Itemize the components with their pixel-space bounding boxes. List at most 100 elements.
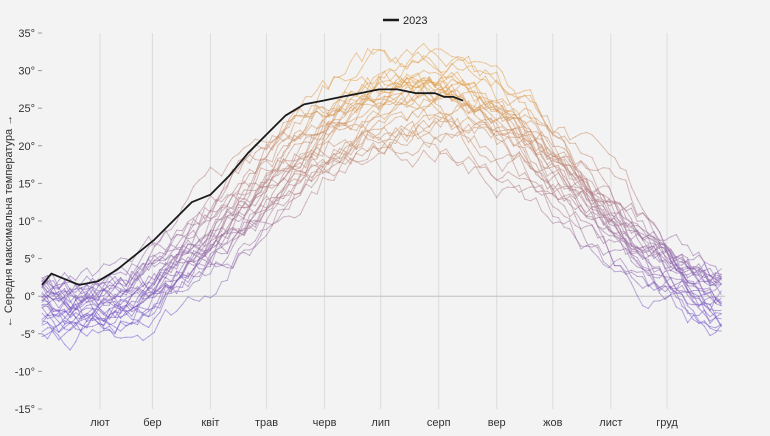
historical-segment: [508, 86, 514, 90]
historical-segment: [334, 143, 340, 146]
historical-segment: [356, 53, 362, 61]
historical-segment: [278, 211, 284, 220]
historical-segment: [65, 344, 71, 350]
historical-segment: [592, 158, 598, 170]
historical-segment: [312, 90, 318, 97]
historical-segment: [317, 141, 323, 157]
historical-segment: [553, 207, 559, 210]
historical-segment: [643, 306, 649, 309]
historical-segment: [244, 219, 250, 222]
historical-segment: [581, 226, 587, 229]
historical-segment: [317, 178, 323, 195]
historical-segment: [199, 176, 205, 180]
historical-segment: [81, 268, 87, 272]
historical-segment: [693, 267, 699, 268]
historical-segment: [340, 78, 346, 81]
historical-segment: [300, 203, 306, 215]
historical-segment: [648, 219, 654, 232]
historical-segment: [587, 155, 593, 158]
historical-segment: [519, 96, 525, 97]
historical-segment: [115, 272, 121, 274]
historical-segment: [603, 236, 609, 252]
historical-segment: [559, 146, 565, 148]
historical-segment: [710, 333, 716, 336]
historical-segment: [222, 253, 228, 254]
historical-segment: [424, 130, 430, 132]
historical-segment: [182, 297, 188, 305]
historical-segment: [603, 251, 609, 255]
historical-segment: [424, 70, 430, 73]
historical-segment: [480, 174, 486, 182]
series-line-2023: [42, 89, 463, 285]
y-tick-label: 30°: [18, 66, 35, 78]
historical-segment: [261, 144, 267, 159]
historical-segment: [87, 315, 93, 316]
historical-segment: [631, 253, 637, 254]
historical-segment: [87, 309, 93, 314]
historical-segment: [177, 305, 183, 312]
historical-segment: [581, 153, 587, 155]
historical-segment: [340, 125, 346, 126]
historical-segment: [491, 188, 497, 198]
historical-segment: [334, 162, 340, 165]
historical-segment: [435, 104, 441, 107]
historical-segment: [553, 143, 559, 155]
historical-segment: [631, 283, 637, 295]
historical-segment: [132, 301, 138, 302]
historical-segment: [345, 80, 351, 91]
historical-segment: [379, 121, 385, 123]
historical-segment: [143, 237, 149, 246]
historical-segment: [716, 291, 722, 299]
historical-segment: [194, 253, 200, 254]
historical-segment: [182, 290, 188, 292]
historical-segment: [306, 136, 312, 138]
historical-segment: [441, 153, 447, 154]
historical-segment: [424, 59, 430, 64]
historical-segment: [570, 137, 576, 140]
historical-segment: [222, 247, 228, 253]
historical-segment: [486, 157, 492, 162]
historical-segment: [166, 251, 172, 252]
historical-segment: [429, 143, 435, 144]
historical-segment: [362, 112, 368, 117]
historical-segment: [716, 314, 722, 317]
historical-segment: [396, 112, 402, 114]
historical-segment: [519, 147, 525, 148]
historical-segment: [143, 298, 149, 299]
y-tick-label: -15°: [15, 404, 35, 416]
x-tick-label: квіт: [201, 417, 219, 429]
historical-segment: [637, 295, 643, 305]
historical-segment: [267, 211, 273, 221]
historical-segment: [620, 179, 626, 180]
historical-segment: [547, 216, 553, 223]
historical-segment: [418, 150, 424, 160]
historical-segment: [474, 163, 480, 174]
historical-segment: [351, 77, 357, 80]
historical-segment: [654, 278, 660, 279]
historical-segment: [272, 180, 278, 184]
y-tick-label: 20°: [18, 141, 35, 153]
historical-segment: [205, 274, 211, 276]
historical-segment: [631, 199, 637, 215]
historical-segment: [356, 144, 362, 147]
historical-segment: [362, 95, 368, 96]
historical-segment: [93, 330, 99, 333]
historical-segment: [87, 326, 93, 327]
historical-segment: [418, 52, 424, 59]
historical-segment: [497, 66, 503, 72]
historical-segment: [469, 84, 475, 96]
historical-segment: [463, 124, 469, 130]
historical-segment: [227, 233, 233, 234]
historical-segment: [502, 180, 508, 183]
historical-segment: [244, 145, 250, 148]
historical-segment: [104, 264, 110, 266]
historical-segment: [564, 221, 570, 224]
historical-segment: [121, 272, 127, 275]
historical-segment: [609, 251, 615, 265]
historical-segment: [530, 198, 536, 201]
historical-segment: [407, 50, 413, 55]
historical-segment: [368, 104, 374, 106]
x-tick-label: вер: [488, 417, 506, 429]
historical-segment: [446, 53, 452, 57]
historical-segment: [710, 265, 716, 266]
